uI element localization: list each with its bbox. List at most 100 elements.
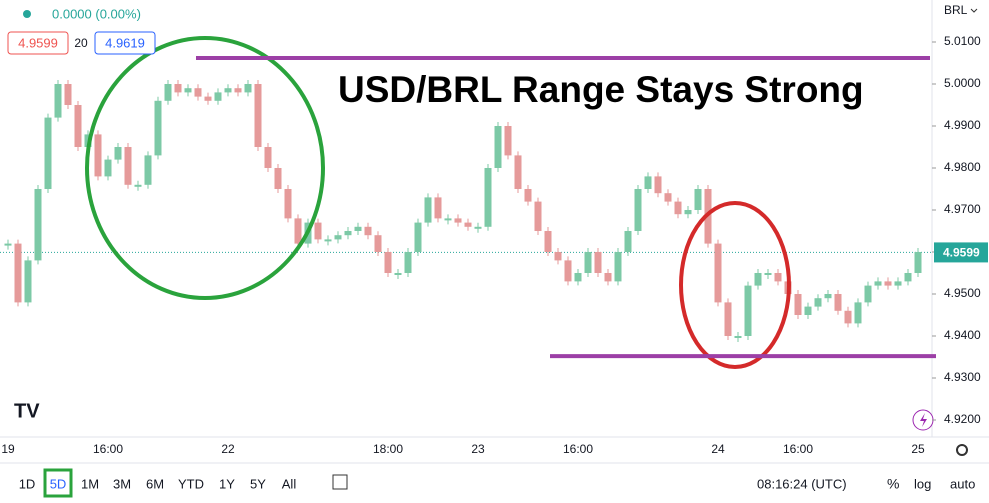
- candle: [734, 335, 742, 338]
- candle: [224, 88, 232, 93]
- candle: [274, 167, 282, 189]
- candle: [674, 201, 682, 215]
- x-tick-label: 16:00: [93, 442, 123, 456]
- candle: [54, 83, 62, 118]
- candle: [654, 176, 662, 194]
- y-tick-label: 5.0100: [944, 34, 981, 48]
- y-tick-label: 4.9900: [944, 118, 981, 132]
- candle: [474, 226, 482, 229]
- candle: [754, 272, 762, 286]
- candle: [454, 218, 462, 223]
- candle: [14, 243, 22, 303]
- candle: [854, 302, 862, 324]
- y-tick-label: 4.9400: [944, 328, 981, 342]
- change: 0.0000 (0.00%): [52, 6, 141, 21]
- candle: [664, 193, 672, 202]
- spread: 20: [74, 36, 88, 50]
- candle: [594, 251, 602, 273]
- clock: 08:16:24 (UTC): [757, 476, 847, 491]
- candle: [104, 159, 112, 177]
- range-button[interactable]: 3M: [113, 476, 131, 491]
- candle: [234, 88, 242, 93]
- candle: [604, 272, 612, 282]
- candle: [514, 155, 522, 189]
- candle: [764, 272, 772, 275]
- x-tick-label: 22: [221, 442, 235, 456]
- bid-box: [7, 31, 69, 55]
- candle: [244, 83, 252, 93]
- green-circle: [85, 36, 325, 300]
- candle: [154, 100, 162, 156]
- candle: [684, 209, 692, 215]
- candle: [914, 251, 922, 273]
- y-tick-label: 4.9700: [944, 202, 981, 216]
- y-tick-label: 4.9500: [944, 286, 981, 300]
- range-button[interactable]: 1D: [19, 476, 36, 491]
- candle: [464, 222, 472, 227]
- x-tick-label: 16:00: [783, 442, 813, 456]
- candle: [574, 272, 582, 282]
- candle: [364, 226, 372, 236]
- candle: [334, 235, 342, 240]
- log-toggle[interactable]: log: [914, 476, 931, 491]
- candle: [834, 293, 842, 311]
- candles: [0, 79, 932, 342]
- candle: [404, 251, 412, 273]
- x-tick-label: 16:00: [563, 442, 593, 456]
- candle: [174, 83, 182, 93]
- candle: [644, 176, 652, 189]
- candle: [124, 146, 132, 185]
- settings-icon[interactable]: [956, 444, 968, 456]
- candle: [204, 96, 212, 101]
- candle: [814, 298, 822, 307]
- percent-toggle[interactable]: %: [887, 476, 899, 492]
- x-tick-label: 23: [471, 442, 485, 456]
- last-price-box: [934, 242, 988, 263]
- candle: [74, 104, 82, 147]
- candle: [284, 188, 292, 219]
- range-button[interactable]: 5Y: [250, 476, 266, 491]
- candle: [384, 251, 392, 273]
- candle: [484, 167, 492, 227]
- candle: [294, 218, 302, 244]
- candle: [874, 281, 882, 286]
- ask: 4.9619: [105, 35, 145, 50]
- candle: [34, 188, 42, 261]
- range-button[interactable]: 6M: [146, 476, 164, 491]
- range-button[interactable]: YTD: [178, 476, 204, 491]
- candle: [264, 146, 272, 168]
- candle: [214, 92, 222, 101]
- y-tick-label: 5.0000: [944, 76, 981, 90]
- range-button[interactable]: 1M: [81, 476, 99, 491]
- currency: BRL: [944, 3, 968, 17]
- candle: [824, 293, 832, 299]
- bid: 4.9599: [18, 35, 58, 50]
- candle: [544, 230, 552, 252]
- candle: [374, 235, 382, 252]
- candle: [724, 302, 732, 336]
- candle: [144, 155, 152, 185]
- last-price-label: 4.9599: [943, 246, 980, 260]
- range-button[interactable]: 1Y: [219, 476, 235, 491]
- candle: [504, 125, 512, 156]
- y-tick-label: 4.9800: [944, 160, 981, 174]
- candle: [94, 134, 102, 177]
- flash-bolt: [920, 413, 927, 427]
- range-button[interactable]: All: [282, 476, 297, 491]
- candle: [414, 222, 422, 252]
- candle: [4, 243, 12, 246]
- chart-title: USD/BRL Range Stays Strong: [338, 69, 864, 110]
- candle: [904, 272, 912, 282]
- y-tick-label: 4.9200: [944, 412, 981, 426]
- candle: [394, 272, 402, 275]
- date-range-icon[interactable]: [332, 474, 348, 490]
- candle: [634, 188, 642, 231]
- candle: [194, 88, 202, 97]
- range-button[interactable]: 5D: [50, 476, 67, 491]
- candle: [774, 272, 782, 282]
- candle: [314, 222, 322, 240]
- y-tick-label: 4.9300: [944, 370, 981, 384]
- auto-toggle[interactable]: auto: [950, 476, 975, 491]
